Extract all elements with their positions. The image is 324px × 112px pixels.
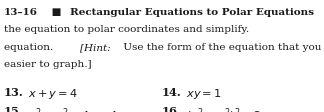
Text: 13–16: 13–16 xyxy=(4,8,38,17)
Text: 16.: 16. xyxy=(162,105,182,112)
Text: $(x^2 + y^2)^2 = 2xy$: $(x^2 + y^2)^2 = 2xy$ xyxy=(186,105,277,112)
Text: the equation to polar coordinates and simplify.: the equation to polar coordinates and si… xyxy=(4,25,252,34)
Text: $x + y = 4$: $x + y = 4$ xyxy=(28,86,78,100)
Text: 13.: 13. xyxy=(4,86,24,97)
Text: 14.: 14. xyxy=(162,86,182,97)
Text: Rectangular Equations to Polar Equations: Rectangular Equations to Polar Equations xyxy=(70,8,314,17)
Text: [Hint:: [Hint: xyxy=(80,43,110,52)
Text: easier to graph.]: easier to graph.] xyxy=(4,60,91,69)
Text: $xy = 1$: $xy = 1$ xyxy=(186,86,222,100)
Text: 15.: 15. xyxy=(4,105,24,112)
Text: Use the form of the equation that you find: Use the form of the equation that you fi… xyxy=(120,43,324,52)
Text: equation.: equation. xyxy=(4,43,63,52)
Text: ■: ■ xyxy=(48,8,65,17)
Text: $x^2 + y^2 = 4x + 4y$: $x^2 + y^2 = 4x + 4y$ xyxy=(28,105,126,112)
